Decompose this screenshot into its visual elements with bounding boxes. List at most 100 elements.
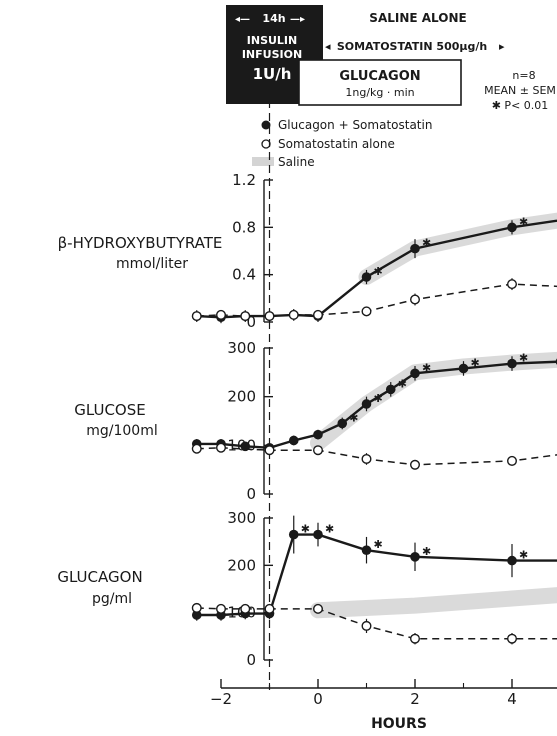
data-point-open: [361, 306, 372, 317]
data-point-open: [215, 603, 226, 614]
data-point-open: [410, 633, 421, 644]
data-point-open: [215, 442, 226, 453]
significance-asterisk: ✱: [422, 361, 431, 374]
data-point-open: [507, 455, 518, 466]
glucagon-box-rate: 1ng/kg · min: [345, 86, 414, 99]
data-point-open: [361, 453, 372, 464]
insulin-line2: INFUSION: [242, 48, 302, 61]
y-tick-label: 0.8: [232, 218, 256, 236]
legend-label-saline: Saline: [278, 155, 315, 169]
data-point-filled: [361, 399, 372, 409]
y-axis-label-line2: mmol/liter: [116, 256, 188, 272]
data-point-open: [191, 443, 202, 454]
legend-open-circle-marker: [261, 139, 271, 149]
somatostatin-arrow-left: ◂: [325, 40, 331, 53]
x-tick-label: 0: [313, 690, 323, 708]
data-point-filled: [410, 552, 420, 562]
panel-3: 0100200300GLUCAGONpg/ml✱✱✱✱✱✱: [57, 509, 557, 669]
data-point-open: [191, 602, 202, 613]
y-tick-label: 200: [227, 556, 256, 574]
legend-filled-circle-marker: [261, 120, 271, 130]
data-point-open: [191, 311, 202, 322]
somatostatin-alone-line: [196, 283, 557, 317]
y-tick-label: 0.4: [232, 266, 256, 284]
data-point-filled: [507, 555, 517, 566]
insulin-duration-arrow-left: ◂—: [235, 14, 250, 25]
data-point-open: [313, 309, 324, 320]
data-point-filled: [410, 368, 420, 379]
y-tick-label: 0: [246, 485, 256, 503]
legend-saline-band: [252, 157, 274, 166]
x-tick-label: 2: [410, 690, 420, 708]
data-point-open: [240, 311, 251, 322]
saline-band: [358, 212, 557, 285]
significance-asterisk: ✱: [398, 377, 407, 390]
significance-asterisk: ✱: [422, 237, 431, 250]
n-label: n=8: [512, 69, 535, 82]
significance-asterisk: ✱: [374, 392, 383, 405]
data-point-filled: [191, 610, 202, 620]
data-point-open: [264, 311, 275, 322]
data-point-filled: [313, 529, 323, 540]
significance-asterisk: ✱: [471, 356, 480, 369]
data-point-filled: [313, 429, 323, 440]
y-tick-label: 0: [246, 651, 256, 669]
data-point-open: [264, 445, 275, 456]
insulin-duration-label: 14h: [262, 12, 285, 25]
saline-alone-label: SALINE ALONE: [369, 11, 466, 25]
insulin-rate: 1U/h: [253, 65, 292, 83]
x-axis-label: HOURS: [371, 716, 427, 732]
significance-asterisk: ✱: [519, 549, 528, 562]
data-point-open: [313, 445, 324, 456]
y-axis-label-line1: β-HYDROXYBUTYRATE: [58, 234, 223, 252]
y-tick-label: 300: [227, 339, 256, 357]
y-axis-label-line2: pg/ml: [92, 591, 132, 607]
significance-asterisk: ✱: [374, 265, 383, 278]
significance-asterisk: ✱: [422, 545, 431, 558]
data-point-filled: [361, 545, 372, 555]
mean-sem-label: MEAN ± SEM: [484, 84, 556, 97]
data-point-open: [240, 603, 251, 614]
data-point-open: [313, 603, 324, 614]
y-axis-label-line1: GLUCAGON: [57, 568, 142, 586]
significance-asterisk: ✱: [519, 215, 528, 228]
data-point-filled: [385, 384, 396, 395]
y-axis-label-line2: mg/100ml: [86, 423, 158, 439]
significance-asterisk: ✱: [519, 352, 528, 365]
y-tick-label: 200: [227, 388, 256, 406]
data-point-filled: [361, 272, 372, 282]
glucagon-infusion-box: [298, 59, 462, 106]
data-point-open: [507, 633, 518, 644]
significance-asterisk: ✱: [301, 523, 310, 536]
data-point-filled: [337, 418, 348, 429]
data-point-filled: [458, 363, 469, 374]
glucagon-box-title: GLUCAGON: [339, 69, 420, 84]
y-axis-label-line1: GLUCOSE: [74, 401, 146, 419]
data-point-open: [264, 603, 275, 614]
panel-2: 0100200300GLUCOSEmg/100ml✱✱✱✱✱✱✱✱✱: [74, 339, 557, 503]
legend-label-somatostatin-alone: Somatostatin alone: [278, 137, 395, 151]
data-point-open: [507, 279, 518, 290]
somatostatin-label: SOMATOSTATIN 500µg/h: [337, 40, 487, 53]
y-tick-label: 1.2: [232, 171, 256, 189]
somatostatin-arrow-right: ▸: [499, 40, 505, 53]
x-axis: −202468: [210, 679, 557, 708]
somatostatin-alone-line: [196, 607, 557, 640]
data-point-open: [288, 309, 299, 320]
y-tick-label: 300: [227, 509, 256, 527]
data-point-open: [410, 294, 421, 305]
significance-asterisk: ✱: [325, 523, 334, 536]
plots-area: 0 0.4 0.8 1.2 β-HYDROXYBUTYRATE mmol/liter ✱ ✱ ✱…: [57, 100, 557, 708]
data-point-filled: [507, 358, 517, 369]
y-tick-label: 0: [246, 313, 256, 331]
saline-band: [310, 587, 557, 619]
p-value-label: ✱ P< 0.01: [492, 99, 549, 112]
data-point-open: [410, 459, 421, 470]
panel-1: 0 0.4 0.8 1.2 β-HYDROXYBUTYRATE mmol/liter ✱ ✱ ✱…: [58, 171, 557, 331]
data-point-filled: [507, 222, 517, 233]
x-tick-label: −2: [210, 690, 232, 708]
significance-asterisk: ✱: [349, 411, 358, 424]
data-point-open: [215, 309, 226, 320]
data-point-filled: [410, 243, 420, 254]
